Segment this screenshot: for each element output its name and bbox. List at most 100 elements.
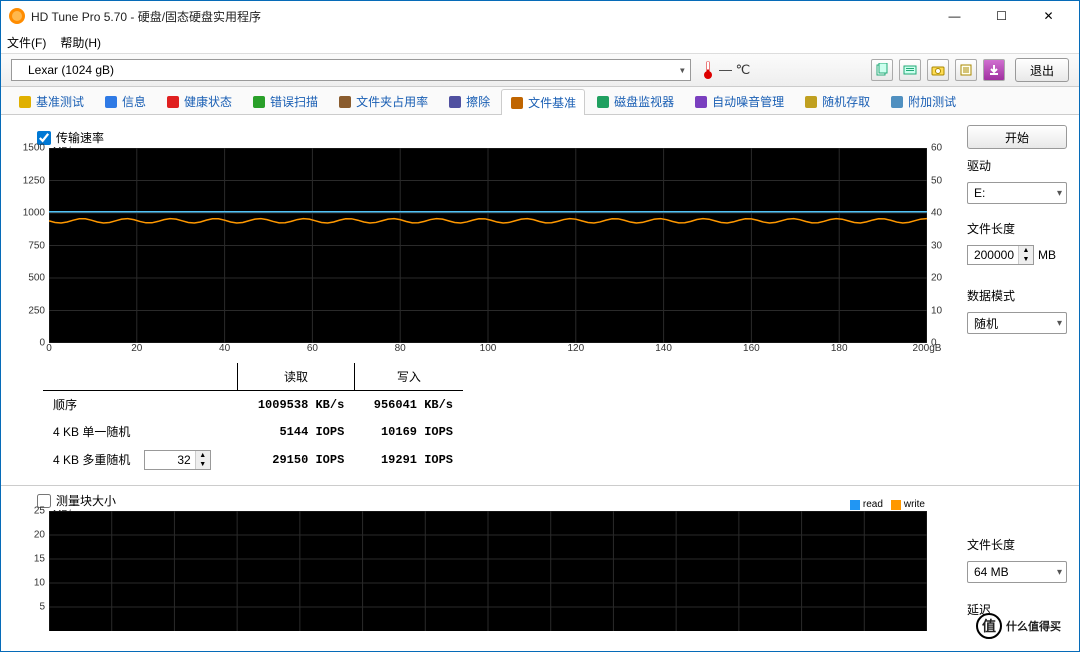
tab-3[interactable]: 错误扫描 xyxy=(243,88,327,114)
file-benchmark-panel: 传输速率 MB/s ms 0250500750100012501500 0102… xyxy=(1,115,1079,475)
menu-bar: 文件(F) 帮助(H) xyxy=(1,31,1079,53)
queue-depth-input[interactable] xyxy=(145,453,195,467)
watermark-text: 什么值得买 xyxy=(1006,618,1061,634)
tab-1[interactable]: 信息 xyxy=(95,88,155,114)
chart1-yaxis-left: 0250500750100012501500 xyxy=(19,148,47,357)
chart1-xaxis: 020406080100120140160180200gB xyxy=(49,343,927,357)
minimize-button[interactable]: — xyxy=(932,2,977,30)
exit-button[interactable]: 退出 xyxy=(1015,58,1069,82)
tab-icon xyxy=(804,95,818,109)
spin-down-icon[interactable]: ▼ xyxy=(196,460,210,469)
file-length-label: 文件长度 xyxy=(967,220,1067,237)
block-size-chart: MB/s read write 510152025 xyxy=(19,511,957,631)
table-row: 4 KB 单一随机5144 IOPS10169 IOPS xyxy=(43,418,463,445)
tab-8[interactable]: 自动噪音管理 xyxy=(685,88,793,114)
spin-down-icon[interactable]: ▼ xyxy=(1019,255,1033,264)
drive-select[interactable]: Lexar (1024 gB) xyxy=(11,59,691,81)
tab-icon xyxy=(252,95,266,109)
data-mode-label: 数据模式 xyxy=(967,287,1067,304)
options-button[interactable] xyxy=(955,59,977,81)
screenshot-button[interactable] xyxy=(927,59,949,81)
transfer-rate-chart: MB/s ms 0250500750100012501500 010203040… xyxy=(19,148,957,357)
row-label: 顺序 xyxy=(43,391,238,419)
results-table: 读取 写入 顺序1009538 KB/s956041 KB/s4 KB 单一随机… xyxy=(43,363,957,475)
save-button[interactable] xyxy=(983,59,1005,81)
temperature-value: — ℃ xyxy=(719,62,750,78)
drive-label: 驱动 xyxy=(967,157,1067,174)
tab-icon xyxy=(694,95,708,109)
title-bar: HD Tune Pro 5.70 - 硬盘/固态硬盘实用程序 — ☐ ✕ xyxy=(1,1,1079,31)
chart2-yaxis-left: 510152025 xyxy=(19,511,47,631)
toolbar-icons xyxy=(871,59,1005,81)
file-length-select-2[interactable]: 64 MB xyxy=(967,561,1067,583)
block-size-panel: 测量块大小 MB/s read write 510152025 文件长度 64 … xyxy=(1,508,1079,631)
read-swatch-icon xyxy=(850,500,860,510)
read-value: 1009538 KB/s xyxy=(238,391,355,419)
tab-label: 文件夹占用率 xyxy=(356,93,428,110)
row-label: 4 KB 单一随机 xyxy=(43,418,238,445)
write-value: 19291 IOPS xyxy=(354,445,463,475)
chart2-plot xyxy=(49,511,927,631)
tab-bar: 基准测试 信息 健康状态 错误扫描 文件夹占用率 擦除文件基准磁盘监视器 自动噪音管理 随机存… xyxy=(1,87,1079,115)
tab-6[interactable]: 文件基准 xyxy=(501,89,585,115)
watermark-icon: 值 xyxy=(976,613,1002,639)
spin-up-icon[interactable]: ▲ xyxy=(1019,246,1033,255)
col-read: 读取 xyxy=(238,363,355,391)
file-length-label-2: 文件长度 xyxy=(967,536,1067,553)
tab-icon xyxy=(596,95,610,109)
table-row: 4 KB 多重随机 ▲▼29150 IOPS19291 IOPS xyxy=(43,445,463,475)
tab-label: 错误扫描 xyxy=(270,93,318,110)
menu-file[interactable]: 文件(F) xyxy=(7,34,46,51)
tab-0[interactable]: 基准测试 xyxy=(9,88,93,114)
tab-label: 附加测试 xyxy=(908,93,956,110)
tab-label: 信息 xyxy=(122,93,146,110)
tab-icon xyxy=(890,95,904,109)
window-title: HD Tune Pro 5.70 - 硬盘/固态硬盘实用程序 xyxy=(31,8,932,25)
tab-label: 擦除 xyxy=(466,93,490,110)
col-write: 写入 xyxy=(354,363,463,391)
toolbar: Lexar (1024 gB) — ℃ 退出 xyxy=(1,53,1079,87)
transfer-rate-checkbox[interactable]: 传输速率 xyxy=(37,129,957,146)
block-size-label: 测量块大小 xyxy=(56,492,116,509)
tab-icon xyxy=(18,95,32,109)
tab-label: 随机存取 xyxy=(822,93,870,110)
tab-label: 健康状态 xyxy=(184,93,232,110)
window-buttons: — ☐ ✕ xyxy=(932,2,1071,30)
tab-2[interactable]: 健康状态 xyxy=(157,88,241,114)
data-mode-select[interactable]: 随机 xyxy=(967,312,1067,334)
queue-depth-spinner[interactable]: ▲▼ xyxy=(144,450,211,470)
tab-label: 基准测试 xyxy=(36,93,84,110)
tab-9[interactable]: 随机存取 xyxy=(795,88,879,114)
app-icon xyxy=(9,8,25,24)
copy-info-button[interactable] xyxy=(871,59,893,81)
tab-label: 自动噪音管理 xyxy=(712,93,784,110)
block-size-checkbox[interactable]: 测量块大小 xyxy=(37,492,957,509)
tab-icon xyxy=(338,95,352,109)
chart1-yaxis-right: 0102030405060 xyxy=(929,148,957,357)
tab-icon xyxy=(510,96,524,110)
close-button[interactable]: ✕ xyxy=(1026,2,1071,30)
tab-10[interactable]: 附加测试 xyxy=(881,88,965,114)
side-panel: 开始 驱动 E: 文件长度 ▲▼ MB 数据模式 随机 xyxy=(967,125,1067,475)
start-button[interactable]: 开始 xyxy=(967,125,1067,149)
write-value: 956041 KB/s xyxy=(354,391,463,419)
spin-up-icon[interactable]: ▲ xyxy=(196,451,210,460)
file-length-input[interactable] xyxy=(968,248,1018,262)
temperature-readout: — ℃ xyxy=(701,60,750,80)
thermometer-icon xyxy=(701,60,715,80)
tab-5[interactable]: 擦除 xyxy=(439,88,499,114)
menu-help[interactable]: 帮助(H) xyxy=(60,34,101,51)
maximize-button[interactable]: ☐ xyxy=(979,2,1024,30)
chart1-plot xyxy=(49,148,927,343)
transfer-rate-label: 传输速率 xyxy=(56,129,104,146)
table-row: 顺序1009538 KB/s956041 KB/s xyxy=(43,391,463,419)
write-swatch-icon xyxy=(891,500,901,510)
tab-4[interactable]: 文件夹占用率 xyxy=(329,88,437,114)
tab-icon xyxy=(166,95,180,109)
file-length-unit: MB xyxy=(1038,248,1056,262)
tab-7[interactable]: 磁盘监视器 xyxy=(587,88,683,114)
read-value: 5144 IOPS xyxy=(238,418,355,445)
file-length-spinner[interactable]: ▲▼ xyxy=(967,245,1034,265)
copy-screenshot-button[interactable] xyxy=(899,59,921,81)
drive-letter-select[interactable]: E: xyxy=(967,182,1067,204)
